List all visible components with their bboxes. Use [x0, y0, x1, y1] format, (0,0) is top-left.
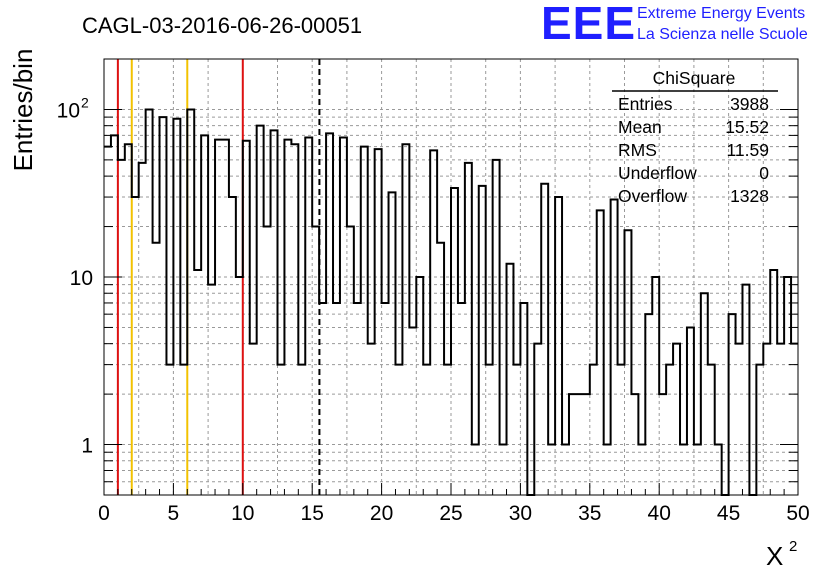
x-tick-label: 5	[168, 502, 180, 525]
stats-row-label: RMS	[618, 140, 657, 160]
stats-row-value: 3988	[730, 94, 769, 114]
x-tick-label: 40	[648, 502, 671, 525]
axis-ticks	[103, 58, 799, 496]
stats-row-label: Mean	[618, 117, 662, 137]
y-tick-label-exponent: 2	[81, 94, 89, 110]
brand-line-1: Extreme Energy Events	[637, 5, 805, 22]
histogram-series	[104, 108, 798, 496]
eee-logo: EEE	[541, 0, 636, 49]
stats-row-value: 1328	[730, 186, 769, 206]
x-tick-label: 50	[786, 502, 809, 525]
y-tick-label: 10	[57, 99, 80, 122]
stats-row-value: 11.59	[727, 140, 770, 160]
x-axis-label: X	[766, 541, 783, 571]
x-tick-label: 45	[717, 502, 740, 525]
stats-row-value: 0	[759, 163, 769, 183]
x-tick-label: 20	[370, 502, 393, 525]
stats-title: ChiSquare	[653, 68, 736, 88]
brand-line-2: La Scienza nelle Scuole	[637, 26, 808, 43]
stats-box: ChiSquare Entries 3988 Mean 15.52 RMS 11.59 Un…	[612, 68, 778, 206]
x-tick-label: 25	[439, 502, 462, 525]
brand-block: EEE Extreme Energy Events La Scienza nel…	[541, 0, 808, 49]
chart-title: CAGL-03-2016-06-26-00051	[82, 13, 362, 38]
x-tick-label: 30	[509, 502, 532, 525]
x-tick-label: 35	[578, 502, 601, 525]
stats-row-label: Overflow	[618, 186, 687, 206]
y-tick-label: 10	[70, 267, 93, 290]
x-tick-label: 15	[301, 502, 324, 525]
stats-row-value: 15.52	[725, 117, 769, 137]
y-axis-label: Entries/bin	[8, 49, 38, 172]
stats-row-label: Entries	[618, 94, 673, 114]
x-tick-labels: 0 5 10 15 20 25 30 35 40 45 50	[98, 502, 810, 525]
x-tick-label: 10	[231, 502, 254, 525]
stats-rows: Entries 3988 Mean 15.52 RMS 11.59 Underflow 0 Ov…	[618, 94, 769, 206]
y-tick-label: 1	[81, 435, 93, 458]
x-tick-label: 0	[98, 502, 110, 525]
stats-row-label: Underflow	[618, 163, 697, 183]
x-axis-label-group: X 2	[766, 538, 797, 571]
x-axis-label-sup: 2	[789, 538, 797, 555]
